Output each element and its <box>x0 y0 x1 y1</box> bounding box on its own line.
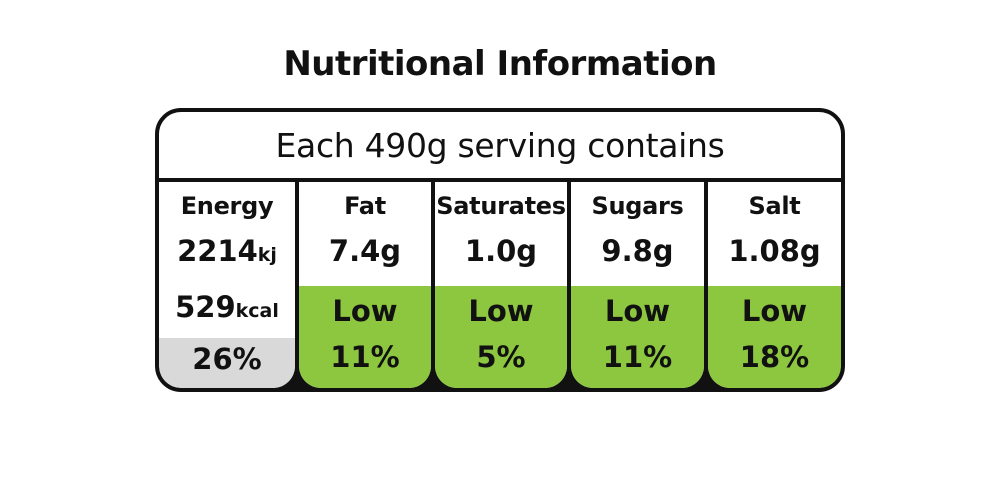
sugars-cell: Sugars 9.8g Low 11% <box>571 182 704 388</box>
saturates-name: Saturates <box>436 192 566 220</box>
saturates-amount: 1.0g <box>464 234 538 268</box>
salt-amount: 1.08g <box>728 234 821 268</box>
fat-ri: 11% <box>330 340 400 374</box>
sugars-amount: 9.8g <box>601 234 674 268</box>
energy-ri-band <box>159 338 295 388</box>
energy-name: Energy <box>180 192 274 220</box>
saturates-level-band <box>435 286 567 388</box>
fat-level: Low <box>332 294 398 328</box>
fat-name: Fat <box>344 192 386 220</box>
salt-cell: Salt 1.08g Low 18% <box>708 182 841 388</box>
energy-kj-unit: kj <box>257 244 277 266</box>
salt-level-band <box>708 286 841 388</box>
sugars-level-band <box>571 286 704 388</box>
energy-kcal-unit: kcal <box>235 300 279 322</box>
salt-ri: 18% <box>739 340 810 374</box>
sugars-level: Low <box>604 294 671 328</box>
saturates-ri: 5% <box>476 340 526 374</box>
fat-amount: 7.4g <box>328 234 402 268</box>
serving-header: Each 490g serving contains <box>159 112 841 178</box>
energy-kj-value: 2214 <box>177 234 258 268</box>
energy-ri: 26% <box>192 342 262 376</box>
energy-kcal-value: 529 <box>175 290 236 324</box>
fat-level-band <box>299 286 431 388</box>
saturates-level: Low <box>468 294 534 328</box>
energy-cell: Energy 2214kj 529kcal 26% <box>159 182 295 388</box>
nutrition-label: Each 490g serving contains Energy 2214kj… <box>155 108 845 392</box>
energy-kj: 2214kj <box>159 234 295 268</box>
salt-level: Low <box>741 294 808 328</box>
sugars-name: Sugars <box>591 192 684 220</box>
sugars-ri: 11% <box>602 340 673 374</box>
label-title: Nutritional Information <box>283 44 717 84</box>
fat-cell: Fat 7.4g Low 11% <box>299 182 431 388</box>
salt-name: Salt <box>748 192 801 220</box>
saturates-cell: Saturates 1.0g Low 5% <box>435 182 567 388</box>
energy-kcal: 529kcal <box>159 290 295 324</box>
